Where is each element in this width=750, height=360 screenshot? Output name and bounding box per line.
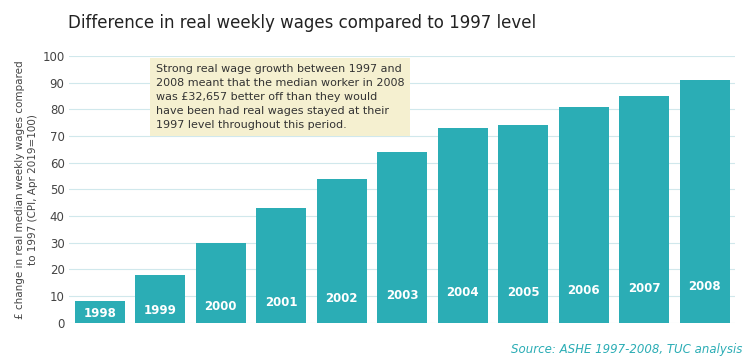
Text: Source: ASHE 1997-2008, TUC analysis: Source: ASHE 1997-2008, TUC analysis bbox=[512, 343, 742, 356]
Text: Difference in real weekly wages compared to 1997 level: Difference in real weekly wages compared… bbox=[68, 14, 536, 32]
Bar bbox=[136, 275, 185, 323]
Bar bbox=[75, 301, 124, 323]
Bar bbox=[438, 128, 488, 323]
Text: 2005: 2005 bbox=[507, 286, 539, 299]
Bar bbox=[680, 80, 730, 323]
Text: 1998: 1998 bbox=[83, 307, 116, 320]
Text: 2003: 2003 bbox=[386, 289, 418, 302]
Text: 1999: 1999 bbox=[144, 304, 177, 317]
Text: 2000: 2000 bbox=[205, 300, 237, 313]
Bar bbox=[559, 107, 608, 323]
Text: 2007: 2007 bbox=[628, 282, 661, 296]
Bar bbox=[317, 179, 367, 323]
Text: 2001: 2001 bbox=[265, 296, 298, 309]
Bar bbox=[377, 152, 427, 323]
Bar bbox=[499, 125, 548, 323]
Text: 2006: 2006 bbox=[568, 284, 600, 297]
Bar bbox=[196, 243, 245, 323]
Bar bbox=[256, 208, 306, 323]
Text: 2008: 2008 bbox=[688, 280, 721, 293]
Y-axis label: £ change in real median weekly wages compared
to 1997 (CPI, Apr 2019=100): £ change in real median weekly wages com… bbox=[15, 60, 38, 319]
Bar bbox=[620, 96, 669, 323]
Text: Strong real wage growth between 1997 and
2008 meant that the median worker in 20: Strong real wage growth between 1997 and… bbox=[156, 64, 404, 130]
Text: 2002: 2002 bbox=[326, 292, 358, 305]
Text: 2004: 2004 bbox=[446, 286, 479, 299]
